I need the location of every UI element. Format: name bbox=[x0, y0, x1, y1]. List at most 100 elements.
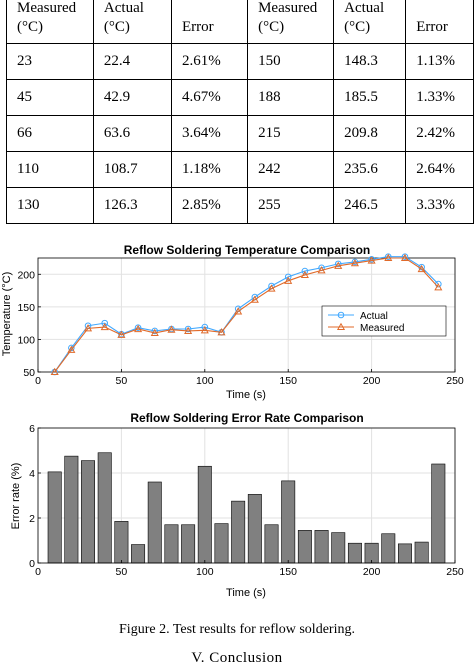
table-cell: 1.13% bbox=[405, 43, 474, 80]
table-cell: 42.9 bbox=[92, 79, 172, 116]
data-point bbox=[234, 307, 243, 315]
table-cell: 2.85% bbox=[170, 187, 249, 224]
data-point bbox=[301, 267, 309, 275]
table-cell: 130 bbox=[6, 187, 94, 224]
header-text: (°C) bbox=[103, 19, 130, 35]
table-header-row: Measured (°C) Actual (°C) Error Measured (°C) A… bbox=[6, 0, 474, 44]
legend-box bbox=[321, 305, 447, 337]
data-point bbox=[217, 328, 226, 336]
data-point bbox=[284, 273, 292, 281]
bar bbox=[81, 460, 96, 564]
bar bbox=[47, 471, 62, 564]
results-table-body: Measured (°C) Actual (°C) Error Measured (°C) A… bbox=[6, 0, 474, 224]
bar bbox=[414, 541, 429, 564]
table-cell: 255 bbox=[247, 187, 335, 224]
bar bbox=[331, 532, 346, 564]
data-point bbox=[434, 283, 443, 291]
legend-label: Measured bbox=[360, 323, 404, 334]
table-header-cell: Actual (°C) bbox=[333, 0, 407, 44]
bar bbox=[264, 524, 279, 564]
table-cell: 242 bbox=[247, 151, 335, 188]
bar bbox=[97, 452, 112, 564]
header-text: Error bbox=[181, 19, 214, 35]
header-text: Actual bbox=[344, 0, 385, 16]
table-cell: 110 bbox=[6, 151, 94, 188]
data-point bbox=[334, 261, 343, 269]
bar bbox=[381, 533, 396, 564]
error-rate-chart: Reflow Soldering Error Rate Comparison 0… bbox=[10, 411, 464, 599]
table-row: 23 22.4 2.61% 150 148.3 1.13% bbox=[6, 43, 474, 80]
table-header-cell: Error bbox=[405, 0, 474, 44]
data-point bbox=[400, 253, 410, 262]
table-cell: 188 bbox=[247, 79, 335, 116]
axes: 0 50 100 150 200 250 0 2 4 6 bbox=[29, 423, 464, 578]
data-point bbox=[100, 322, 109, 331]
y-tick-label: 4 bbox=[29, 468, 35, 480]
x-tick-label: 200 bbox=[363, 375, 381, 387]
bar bbox=[131, 544, 146, 564]
bars-group bbox=[47, 452, 446, 564]
data-point bbox=[167, 325, 176, 333]
data-point bbox=[67, 345, 76, 353]
header-text: (°C) bbox=[258, 19, 285, 35]
y-axis-label: Error rate (%) bbox=[10, 463, 22, 530]
x-tick-label: 50 bbox=[116, 566, 128, 578]
table-header-cell: Error bbox=[170, 0, 249, 44]
x-tick-label: 200 bbox=[363, 566, 381, 578]
header-text: Error bbox=[416, 19, 448, 35]
table-cell: 2.64% bbox=[405, 151, 474, 188]
chart-title: Reflow Soldering Temperature Comparison bbox=[124, 243, 370, 257]
table-cell: 126.3 bbox=[92, 187, 172, 224]
data-point bbox=[367, 256, 376, 264]
header-text: (°C) bbox=[17, 19, 43, 35]
table-cell: 66 bbox=[6, 115, 94, 152]
x-tick-label: 0 bbox=[35, 375, 41, 387]
table-cell: 1.18% bbox=[170, 151, 249, 188]
data-point bbox=[350, 258, 359, 267]
table-cell: 1.33% bbox=[405, 79, 474, 116]
table-header-cell: Measured (°C) bbox=[6, 0, 94, 44]
header-text: Measured bbox=[17, 0, 77, 16]
bar bbox=[397, 543, 412, 564]
table-row: 130 126.3 2.85% 255 246.5 3.33% bbox=[6, 187, 474, 224]
bar bbox=[231, 500, 246, 564]
table-cell: 246.5 bbox=[333, 187, 407, 224]
header-text: Measured bbox=[258, 0, 318, 16]
data-point bbox=[284, 276, 293, 284]
series-group bbox=[50, 253, 443, 376]
legend-marker bbox=[336, 322, 346, 331]
table-cell: 3.64% bbox=[170, 115, 249, 152]
table-cell: 215 bbox=[247, 115, 335, 152]
data-point bbox=[384, 253, 393, 262]
y-axis-label: Temperature (°C) bbox=[1, 272, 13, 356]
y-tick-label: 150 bbox=[17, 302, 35, 314]
bar bbox=[164, 524, 179, 564]
header-text: Actual bbox=[103, 0, 144, 16]
data-point bbox=[300, 270, 309, 278]
x-tick-label: 100 bbox=[196, 566, 214, 578]
table-cell: 3.33% bbox=[405, 187, 474, 224]
figure-caption: Figure 2. Test results for reflow solder… bbox=[119, 622, 355, 637]
table-row: 66 63.6 3.64% 215 209.8 2.42% bbox=[6, 115, 474, 152]
x-axis-label: Time (s) bbox=[226, 389, 266, 401]
table-row: 110 108.7 1.18% 242 235.6 2.64% bbox=[6, 151, 474, 188]
table-cell: 2.61% bbox=[170, 43, 249, 80]
table-cell: 63.6 bbox=[92, 115, 172, 152]
data-point bbox=[200, 326, 209, 334]
table-cell: 23 bbox=[6, 43, 94, 80]
bar bbox=[114, 521, 129, 564]
data-point bbox=[150, 328, 159, 336]
bar bbox=[247, 494, 262, 564]
results-table: Measured (°C) Actual (°C) Error Measured (°C) A… bbox=[6, 0, 474, 224]
bar bbox=[297, 530, 312, 564]
table-cell: 150 bbox=[247, 43, 335, 80]
y-tick-label: 50 bbox=[23, 367, 35, 379]
bar bbox=[431, 463, 446, 564]
data-point bbox=[317, 266, 326, 274]
data-point bbox=[151, 327, 159, 335]
y-tick-label: 0 bbox=[29, 558, 35, 570]
data-point bbox=[117, 330, 126, 338]
bar bbox=[64, 455, 79, 564]
table-header-cell: Measured (°C) bbox=[247, 0, 335, 44]
